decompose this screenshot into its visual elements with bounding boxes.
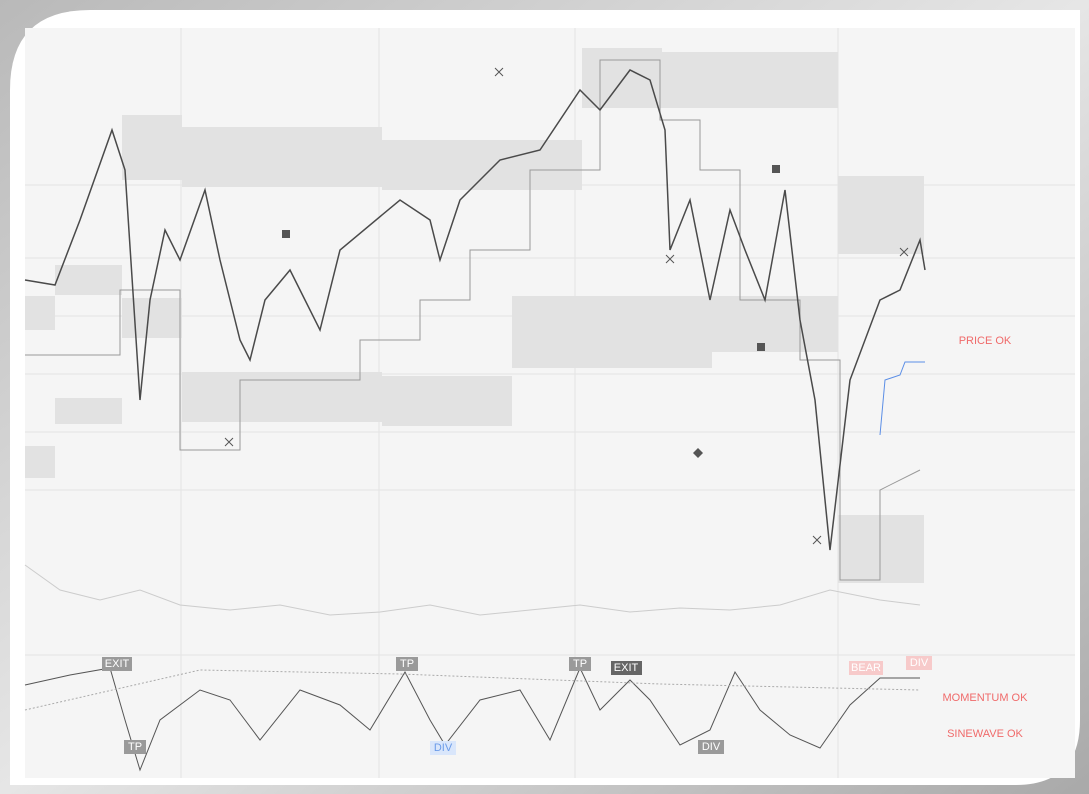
tags: EXIT TP TP EXIT BEAR DIV TP DIV DIV xyxy=(102,656,932,755)
status-sinewave: SINEWAVE OK xyxy=(947,728,1023,740)
tag: DIV xyxy=(702,741,721,753)
tag: TP xyxy=(128,741,142,753)
status-momentum: MOMENTUM OK xyxy=(943,692,1029,704)
volume xyxy=(24,564,921,616)
tag: TP xyxy=(573,658,587,670)
stop-line xyxy=(25,59,921,581)
oscillator xyxy=(24,666,920,772)
cross-markers xyxy=(224,67,909,545)
tag: EXIT xyxy=(105,658,130,670)
target-line xyxy=(879,361,925,436)
tag: BEAR xyxy=(851,662,881,674)
tag: EXIT xyxy=(614,662,639,674)
tag: DIV xyxy=(910,657,929,669)
price xyxy=(24,69,926,551)
zones xyxy=(25,48,924,583)
tag: DIV xyxy=(434,742,453,754)
markers xyxy=(282,165,780,458)
tag: TP xyxy=(400,658,414,670)
status-price: PRICE OK xyxy=(959,335,1012,347)
